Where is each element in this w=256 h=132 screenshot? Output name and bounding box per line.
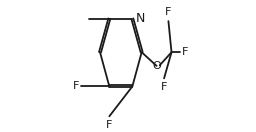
- Text: F: F: [161, 82, 167, 92]
- Text: F: F: [72, 81, 79, 91]
- Text: N: N: [135, 11, 145, 25]
- Text: O: O: [152, 61, 161, 71]
- Text: F: F: [182, 47, 188, 57]
- Text: F: F: [106, 120, 113, 130]
- Text: F: F: [165, 7, 171, 17]
